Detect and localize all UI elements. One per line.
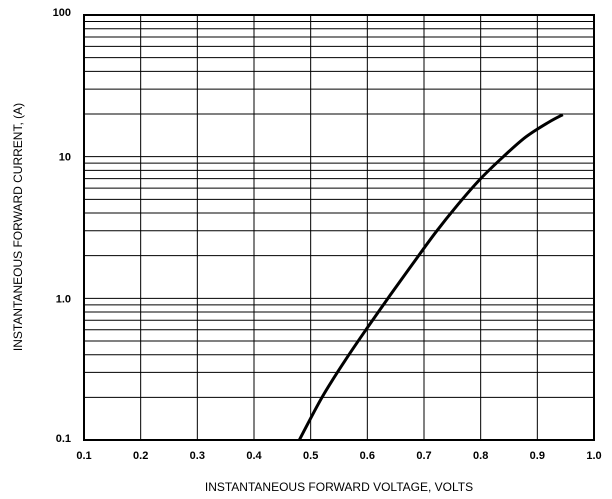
y-tick-label: 0.1 [56,433,71,445]
grid [83,15,595,441]
x-tick-label: 0.2 [133,450,148,462]
x-tick-labels: 0.1 0.2 0.3 0.4 0.5 0.6 0.7 0.8 0.9 1.0 [76,450,601,462]
x-tick-label: 0.3 [190,450,205,462]
plot-frame [83,14,595,441]
y-tick-label: 1.0 [56,293,71,305]
y-tick-label: 10 [59,152,71,164]
x-tick-label: 1.0 [586,450,601,462]
x-tick-label: 0.8 [473,450,488,462]
x-tick-label: 0.9 [530,450,545,462]
x-axis-label: INSTANTANEOUS FORWARD VOLTAGE, VOLTS [205,480,473,494]
y-tick-label: 100 [53,7,71,19]
series-line [298,113,564,441]
x-tick-label: 0.6 [360,450,375,462]
y-tick-labels: 0.1 1.0 10 100 [53,7,71,445]
x-tick-label: 0.1 [76,450,91,462]
y-axis-label: INSTANTANEOUS FORWARD CURRENT, (A) [11,103,25,351]
x-tick-label: 0.4 [246,450,262,462]
x-tick-label: 0.7 [416,450,431,462]
x-tick-label: 0.5 [303,450,318,462]
